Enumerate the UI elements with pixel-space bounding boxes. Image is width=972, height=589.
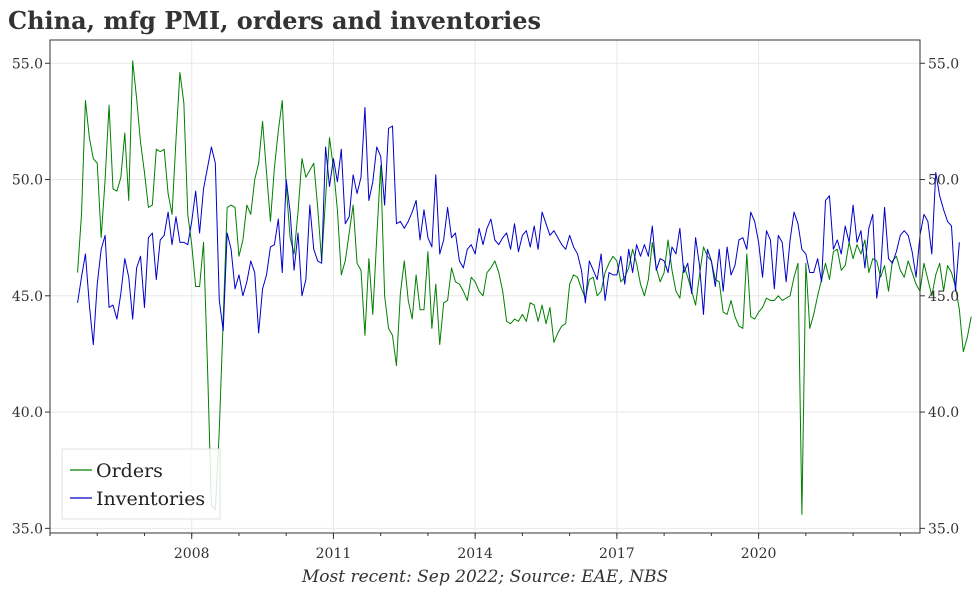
left-y-tick-label: 55.0 <box>12 56 43 72</box>
right-y-tick-label: 55.0 <box>928 56 959 72</box>
x-tick-label: 2011 <box>316 546 352 562</box>
legend-box <box>61 448 221 520</box>
legend: Orders Inventories <box>61 448 221 520</box>
x-tick-label: 2017 <box>599 546 635 562</box>
series-line-orders <box>77 60 972 515</box>
left-y-tick-label: 35.0 <box>12 521 43 537</box>
chart-caption: Most recent: Sep 2022; Source: EAE, NBS <box>301 567 668 587</box>
left-y-tick-label: 50.0 <box>12 173 43 189</box>
x-tick-label: 2020 <box>741 546 777 562</box>
left-y-axis: 35.0 40.0 45.0 50.0 55.0 <box>12 56 50 537</box>
right-y-tick-label: 50.0 <box>928 173 959 189</box>
left-y-tick-label: 45.0 <box>12 289 43 305</box>
right-y-tick-label: 35.0 <box>928 521 959 537</box>
legend-label-orders: Orders <box>96 460 163 482</box>
x-axis: 2008 2011 2014 2017 2020 <box>49 533 901 562</box>
right-y-tick-label: 45.0 <box>928 289 959 305</box>
grid <box>50 40 920 533</box>
legend-label-inventories: Inventories <box>96 488 205 510</box>
x-tick-label: 2014 <box>457 546 493 562</box>
series-line-inventories <box>77 106 960 346</box>
right-y-tick-label: 40.0 <box>928 405 959 421</box>
series-lines <box>77 60 972 515</box>
right-y-axis: 35.0 40.0 45.0 50.0 55.0 <box>920 56 959 537</box>
plot-frame <box>49 39 921 534</box>
left-y-tick-label: 40.0 <box>12 405 43 421</box>
x-tick-label: 2008 <box>174 546 210 562</box>
chart-title: China, mfg PMI, orders and inventories <box>8 6 541 35</box>
